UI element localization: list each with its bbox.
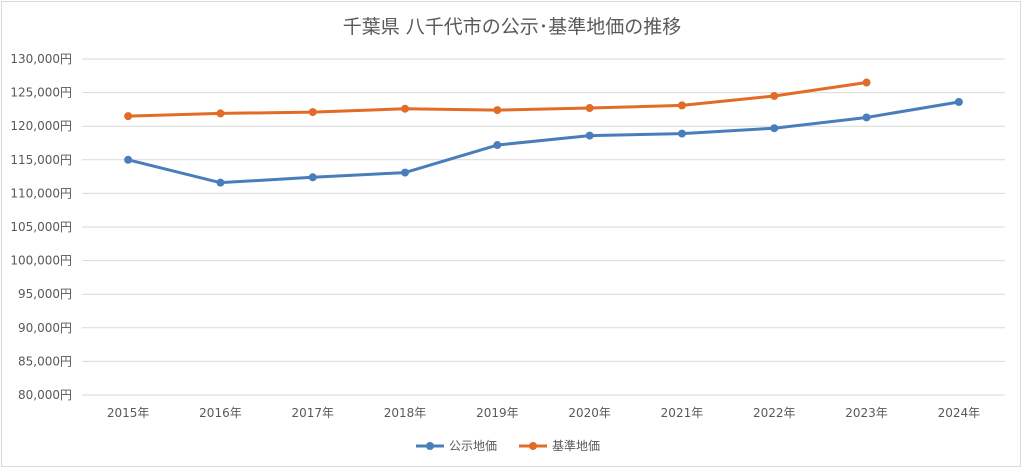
x-tick-label: 2016年	[199, 406, 242, 420]
data-point	[770, 124, 779, 133]
data-point	[677, 101, 686, 110]
data-point	[954, 98, 963, 107]
data-point	[493, 106, 502, 115]
y-tick-label: 120,000円	[10, 119, 72, 133]
data-point	[124, 112, 133, 121]
series-lines	[124, 78, 963, 187]
data-point	[862, 113, 871, 122]
series-line	[126, 100, 961, 185]
x-axis-tick-labels: 2015年 2016年 2017年 2018年 2019年 2020年 2021年 2022年…	[107, 406, 980, 420]
data-point	[401, 104, 410, 113]
y-tick-label: 125,000円	[10, 86, 72, 100]
y-tick-label: 100,000円	[10, 254, 72, 268]
data-point	[216, 109, 225, 118]
legend-label: 基準地価	[552, 438, 600, 453]
x-tick-label: 2019年	[476, 406, 519, 420]
y-tick-label: 95,000円	[18, 287, 72, 301]
y-tick-label: 105,000円	[10, 220, 72, 234]
data-point	[308, 108, 317, 117]
legend-swatch-marker	[426, 442, 434, 450]
legend: 公示地価 基準地価	[416, 438, 600, 453]
data-point	[308, 173, 317, 182]
x-tick-label: 2022年	[753, 406, 796, 420]
y-axis-tick-labels: 80,000円 85,000円 90,000円 95,000円 100,000円 105,…	[10, 52, 72, 402]
y-tick-label: 90,000円	[18, 321, 72, 335]
x-tick-label: 2015年	[107, 406, 150, 420]
legend-label: 公示地価	[449, 439, 497, 453]
data-point	[493, 141, 502, 150]
x-tick-label: 2021年	[661, 406, 704, 420]
y-tick-label: 130,000円	[10, 52, 72, 66]
series-1	[124, 98, 963, 187]
x-tick-label: 2023年	[845, 406, 888, 420]
chart-title: 千葉県 八千代市の公示･基準地価の推移	[343, 16, 682, 38]
gridlines	[82, 58, 1005, 396]
data-point	[124, 155, 133, 164]
x-tick-label: 2020年	[568, 406, 611, 420]
x-tick-label: 2024年	[938, 406, 981, 420]
legend-item: 公示地価	[416, 439, 497, 453]
x-tick-label: 2018年	[384, 406, 427, 420]
series-2	[124, 78, 871, 121]
legend-item: 基準地価	[519, 438, 600, 453]
y-tick-label: 85,000円	[18, 354, 72, 368]
data-point	[862, 78, 871, 87]
y-tick-label: 80,000円	[18, 388, 72, 402]
data-point	[585, 131, 594, 140]
data-point	[401, 168, 410, 177]
data-point	[770, 91, 779, 100]
data-point	[216, 178, 225, 187]
x-tick-label: 2017年	[291, 406, 334, 420]
data-point	[677, 129, 686, 138]
y-tick-label: 115,000円	[10, 153, 72, 167]
data-point	[585, 104, 594, 113]
legend-swatch-marker	[529, 442, 537, 450]
y-tick-label: 110,000円	[10, 186, 72, 200]
